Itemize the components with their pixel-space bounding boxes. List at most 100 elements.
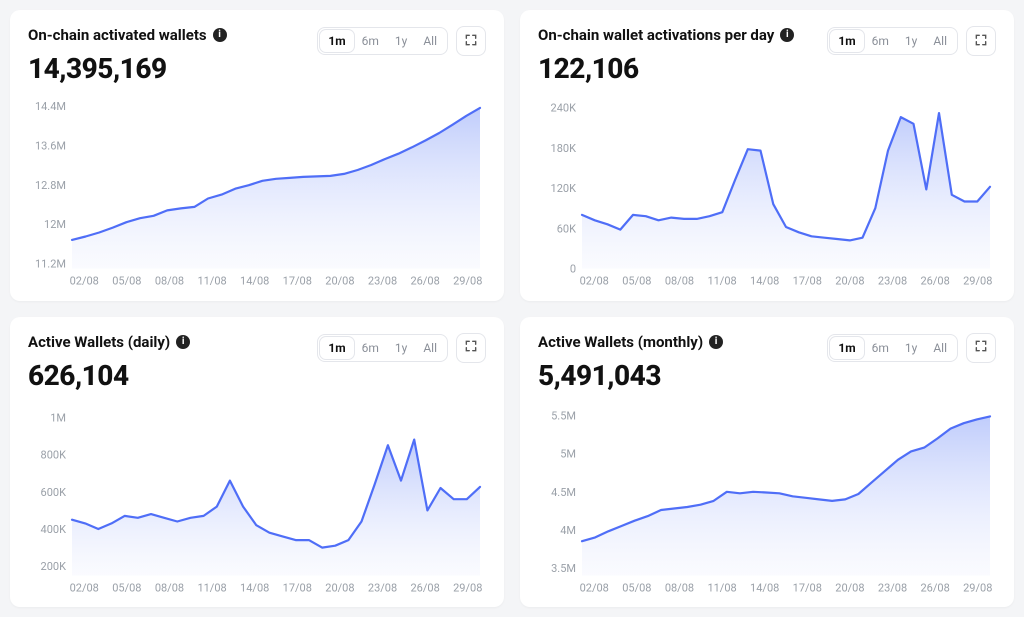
svg-text:14/08: 14/08 [240, 581, 269, 594]
svg-text:17/08: 17/08 [283, 275, 312, 288]
svg-text:02/08: 02/08 [70, 581, 99, 594]
svg-text:08/08: 08/08 [155, 581, 184, 594]
svg-text:14/08: 14/08 [750, 581, 779, 594]
svg-text:120K: 120K [551, 182, 577, 195]
svg-text:400K: 400K [41, 522, 67, 535]
title-block: Active Wallets (daily) i 626,104 [28, 333, 190, 392]
svg-text:1M: 1M [50, 411, 66, 424]
svg-text:60K: 60K [557, 222, 576, 235]
expand-button[interactable] [456, 26, 486, 56]
range-option-1m[interactable]: 1m [320, 337, 353, 359]
svg-text:23/08: 23/08 [878, 581, 907, 594]
range-selector: 1m6m1yAll [317, 334, 448, 362]
svg-text:5.5M: 5.5M [551, 409, 576, 422]
expand-icon [974, 32, 988, 51]
range-selector: 1m6m1yAll [317, 27, 448, 55]
card-active_wallets_monthly: Active Wallets (monthly) i 5,491,043 1m6… [520, 317, 1014, 608]
svg-text:0: 0 [570, 263, 576, 276]
card-header: On-chain wallet activations per day i 12… [538, 26, 996, 85]
svg-text:29/08: 29/08 [963, 275, 992, 288]
svg-text:23/08: 23/08 [368, 275, 397, 288]
expand-button[interactable] [456, 333, 486, 363]
svg-text:02/08: 02/08 [70, 275, 99, 288]
chart-svg-active_wallets_monthly: 3.5M4M4.5M5M5.5M 02/0805/0808/0811/0814/… [538, 402, 996, 598]
expand-button[interactable] [966, 26, 996, 56]
chart-svg-active_wallets_daily: 200K400K600K800K1M 02/0805/0808/0811/081… [28, 402, 486, 598]
info-icon[interactable]: i [709, 335, 723, 349]
range-option-1m[interactable]: 1m [320, 30, 353, 52]
range-option-1m[interactable]: 1m [830, 30, 863, 52]
range-selector: 1m6m1yAll [827, 27, 958, 55]
svg-text:05/08: 05/08 [622, 275, 651, 288]
svg-text:29/08: 29/08 [963, 581, 992, 594]
range-option-1y[interactable]: 1y [897, 30, 925, 52]
svg-text:05/08: 05/08 [112, 275, 141, 288]
card-active_wallets_daily: Active Wallets (daily) i 626,104 1m6m1yA… [10, 317, 504, 608]
card-big-value: 626,104 [28, 359, 190, 392]
range-option-6m[interactable]: 6m [354, 30, 387, 52]
card-title: Active Wallets (monthly) [538, 333, 703, 351]
svg-text:20/08: 20/08 [835, 581, 864, 594]
svg-text:02/08: 02/08 [580, 275, 609, 288]
svg-text:26/08: 26/08 [921, 275, 950, 288]
card-controls: 1m6m1yAll [827, 333, 996, 363]
svg-text:5M: 5M [560, 447, 576, 460]
svg-text:05/08: 05/08 [622, 581, 651, 594]
chart-area: 060K120K180K240K 02/0805/0808/0811/0814/… [538, 95, 996, 291]
card-header: Active Wallets (daily) i 626,104 1m6m1yA… [28, 333, 486, 392]
range-option-1y[interactable]: 1y [387, 30, 415, 52]
range-option-all[interactable]: All [415, 337, 445, 359]
svg-text:11/08: 11/08 [197, 581, 226, 594]
info-icon[interactable]: i [176, 335, 190, 349]
svg-text:11/08: 11/08 [197, 275, 226, 288]
chart-svg-onchain_activated_wallets: 11.2M12M12.8M13.6M14.4M 02/0805/0808/081… [28, 95, 486, 291]
range-option-1y[interactable]: 1y [387, 337, 415, 359]
range-option-all[interactable]: All [415, 30, 445, 52]
chart-area: 11.2M12M12.8M13.6M14.4M 02/0805/0808/081… [28, 95, 486, 291]
range-option-all[interactable]: All [925, 337, 955, 359]
svg-text:23/08: 23/08 [878, 275, 907, 288]
svg-text:26/08: 26/08 [411, 275, 440, 288]
svg-text:14/08: 14/08 [750, 275, 779, 288]
svg-text:200K: 200K [41, 560, 67, 573]
svg-text:26/08: 26/08 [411, 581, 440, 594]
range-selector: 1m6m1yAll [827, 334, 958, 362]
card-title: Active Wallets (daily) [28, 333, 170, 351]
svg-text:29/08: 29/08 [453, 275, 482, 288]
range-option-1m[interactable]: 1m [830, 337, 863, 359]
svg-text:17/08: 17/08 [793, 275, 822, 288]
card-controls: 1m6m1yAll [317, 26, 486, 56]
info-icon[interactable]: i [780, 28, 794, 42]
card-title: On-chain activated wallets [28, 26, 207, 44]
info-icon[interactable]: i [213, 28, 227, 42]
svg-text:17/08: 17/08 [283, 581, 312, 594]
range-option-1y[interactable]: 1y [897, 337, 925, 359]
svg-text:20/08: 20/08 [325, 275, 354, 288]
card-controls: 1m6m1yAll [317, 333, 486, 363]
range-option-6m[interactable]: 6m [864, 337, 897, 359]
svg-text:05/08: 05/08 [112, 581, 141, 594]
expand-icon [974, 338, 988, 357]
svg-text:11/08: 11/08 [707, 581, 736, 594]
svg-text:23/08: 23/08 [368, 581, 397, 594]
svg-text:14.4M: 14.4M [35, 100, 66, 113]
range-option-6m[interactable]: 6m [864, 30, 897, 52]
expand-button[interactable] [966, 333, 996, 363]
title-block: On-chain wallet activations per day i 12… [538, 26, 794, 85]
card-big-value: 5,491,043 [538, 359, 723, 392]
expand-icon [464, 32, 478, 51]
chart-svg-onchain_wallet_activations_per_day: 060K120K180K240K 02/0805/0808/0811/0814/… [538, 95, 996, 291]
svg-text:180K: 180K [551, 142, 577, 155]
chart-area-fill [72, 108, 480, 269]
svg-text:14/08: 14/08 [240, 275, 269, 288]
card-onchain_activated_wallets: On-chain activated wallets i 14,395,169 … [10, 10, 504, 301]
svg-text:11/08: 11/08 [707, 275, 736, 288]
card-big-value: 14,395,169 [28, 52, 227, 85]
card-controls: 1m6m1yAll [827, 26, 996, 56]
svg-text:11.2M: 11.2M [35, 258, 66, 271]
expand-icon [464, 338, 478, 357]
card-header: On-chain activated wallets i 14,395,169 … [28, 26, 486, 85]
range-option-6m[interactable]: 6m [354, 337, 387, 359]
range-option-all[interactable]: All [925, 30, 955, 52]
svg-text:800K: 800K [41, 448, 67, 461]
